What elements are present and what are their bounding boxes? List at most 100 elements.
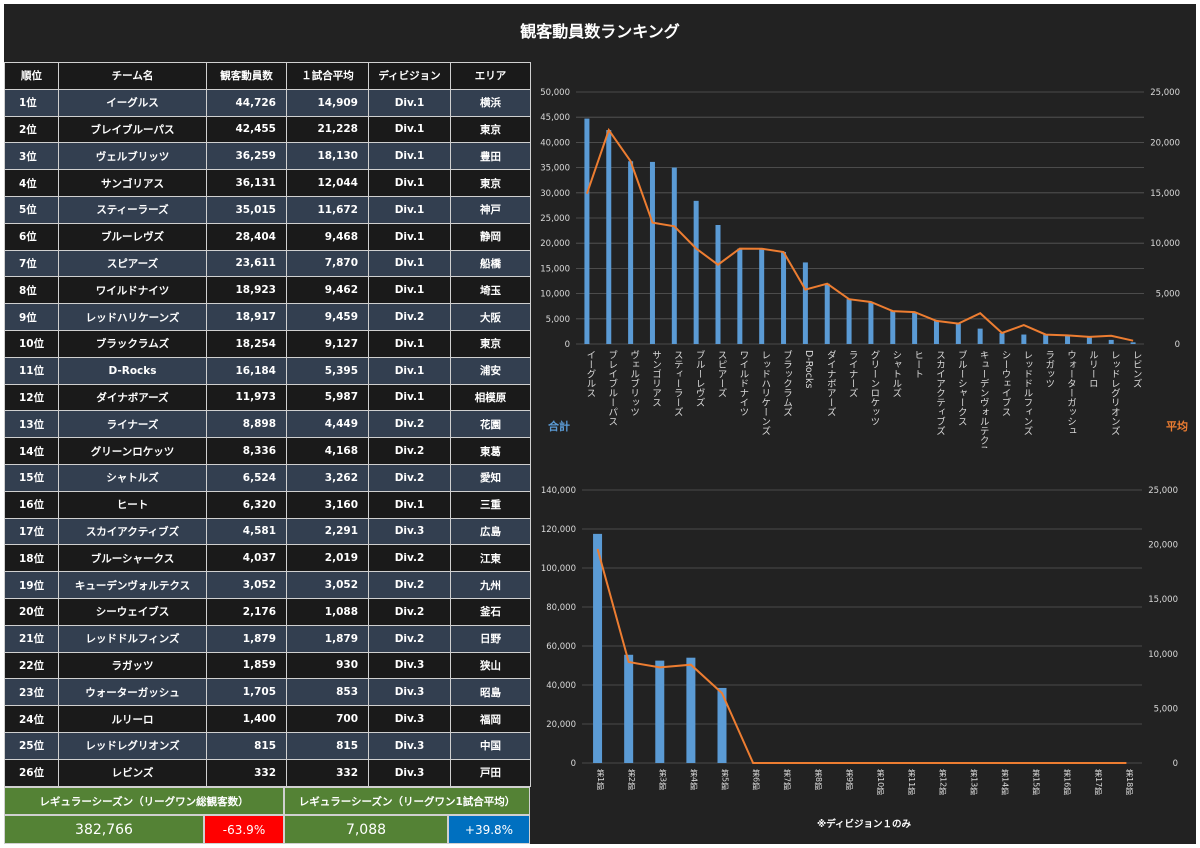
total-attendance-label: レギュラーシーズン（リーグワン総観客数） <box>4 787 284 815</box>
attendance-cell: 3,052 <box>206 571 287 599</box>
x-category-label: ダイナボアーズ <box>825 349 837 416</box>
division-cell: Div.1 <box>368 249 451 278</box>
average-attendance-change: +39.8% <box>448 815 530 844</box>
rank-cell: 6位 <box>4 222 59 251</box>
table-row: 1位 イーグルス 44,726 14,909 Div.1 横浜 <box>4 88 531 117</box>
average-attendance-label: レギュラーシーズン（リーグワン1試合平均） <box>284 787 530 815</box>
column-header: ディビジョン <box>368 62 451 90</box>
table-row: 12位 ダイナボアーズ 11,973 5,987 Div.1 相模原 <box>4 383 531 412</box>
x-category-label: 第11節 <box>907 768 916 796</box>
division-cell: Div.2 <box>368 624 451 653</box>
y2-tick-label: 20,000 <box>1150 138 1180 148</box>
y-tick-label: 10,000 <box>540 290 570 300</box>
division-cell: Div.3 <box>368 758 451 787</box>
table-row: 17位 スカイアクティブズ 4,581 2,291 Div.3 広島 <box>4 517 531 546</box>
team-name-cell: スカイアクティブズ <box>58 517 207 546</box>
x-category-label: スカイアクティブズ <box>934 350 946 436</box>
bar <box>1108 339 1114 344</box>
division-cell: Div.3 <box>368 731 451 760</box>
bar <box>649 161 655 344</box>
y2-tick-label: 5,000 <box>1156 290 1180 300</box>
team-name-cell: イーグルス <box>58 88 207 117</box>
division-cell: Div.2 <box>368 437 451 465</box>
bar <box>1021 334 1027 344</box>
rank-cell: 21位 <box>4 624 59 653</box>
y-tick-label: 40,000 <box>546 681 576 691</box>
division-cell: Div.1 <box>368 88 451 117</box>
bar <box>717 687 727 763</box>
x-category-label: 第3節 <box>658 768 667 791</box>
average-cell: 9,127 <box>286 329 369 358</box>
attendance-cell: 6,524 <box>206 463 287 492</box>
bar <box>693 200 699 344</box>
table-row: 24位 ルリーロ 1,400 700 Div.3 福岡 <box>4 705 531 733</box>
table-row: 13位 ライナーズ 8,898 4,449 Div.2 花園 <box>4 410 531 439</box>
team-name-cell: ダイナボアーズ <box>58 383 207 412</box>
bar <box>890 311 896 344</box>
bar <box>868 301 874 344</box>
rank-cell: 1位 <box>4 88 59 117</box>
x-category-label: レッドハリケーンズ <box>759 350 771 436</box>
rank-cell: 23位 <box>4 678 59 707</box>
team-name-cell: キューデンヴォルテクス <box>58 571 207 599</box>
division-cell: Div.2 <box>368 303 451 331</box>
y-tick-label: 45,000 <box>540 113 570 123</box>
ranking-table: 順位 チーム名 観客動員数 １試合平均 ディビジョン エリア 1位 イーグルス 44,726 1… <box>4 62 531 787</box>
dashboard-frame: 観客動員数ランキング 順位 チーム名 観客動員数 １試合平均 ディビジョン エリア 1位イ… <box>4 4 1196 844</box>
division-cell: Div.1 <box>368 195 451 224</box>
x-category-label: レビンズ <box>1131 350 1143 388</box>
column-header: チーム名 <box>58 62 207 90</box>
table-row: 22位 ラガッツ 1,859 930 Div.3 狭山 <box>4 651 531 680</box>
y-tick-label: 35,000 <box>540 164 570 174</box>
x-category-label: 第8節 <box>814 768 823 791</box>
x-category-label: 第7節 <box>783 768 792 791</box>
area-cell: 東葛 <box>450 437 531 465</box>
table-row: 2位 ブレイブルーパス 42,455 21,228 Div.1 東京 <box>4 115 531 144</box>
bar <box>624 654 634 763</box>
rank-cell: 8位 <box>4 276 59 305</box>
attendance-cell: 42,455 <box>206 115 287 144</box>
area-cell: 船橋 <box>450 249 531 278</box>
column-header: １試合平均 <box>286 62 369 90</box>
attendance-cell: 332 <box>206 758 287 787</box>
attendance-cell: 44,726 <box>206 88 287 117</box>
column-header: 観客動員数 <box>206 62 287 90</box>
average-cell: 9,462 <box>286 276 369 305</box>
team-name-cell: シーウェイブス <box>58 597 207 626</box>
y-tick-label: 50,000 <box>540 88 570 98</box>
table-row: 26位 レビンズ 332 332 Div.3 戸田 <box>4 758 531 787</box>
area-cell: 九州 <box>450 571 531 599</box>
team-name-cell: レビンズ <box>58 758 207 787</box>
area-cell: 東京 <box>450 329 531 358</box>
x-category-label: ブルーレヴズ <box>694 349 706 407</box>
x-category-label: ライナーズ <box>847 350 859 398</box>
average-cell: 2,019 <box>286 544 369 573</box>
team-name-cell: ヴェルブリッツ <box>58 142 207 171</box>
y-tick-label: 120,000 <box>541 525 576 535</box>
area-cell: 静岡 <box>450 222 531 251</box>
area-cell: 愛知 <box>450 463 531 492</box>
x-category-label: スティーラーズ <box>672 350 684 417</box>
division-cell: Div.1 <box>368 356 451 385</box>
division-cell: Div.1 <box>368 383 451 412</box>
attendance-cell: 815 <box>206 731 287 760</box>
x-category-label: ブルーシャークス <box>956 349 968 426</box>
rank-cell: 22位 <box>4 651 59 680</box>
x-category-label: イーグルス <box>584 350 596 398</box>
area-cell: 埼玉 <box>450 276 531 305</box>
attendance-cell: 4,037 <box>206 544 287 573</box>
table-row: 7位 スピアーズ 23,611 7,870 Div.1 船橋 <box>4 249 531 278</box>
division-cell: Div.3 <box>368 678 451 707</box>
rank-cell: 18位 <box>4 544 59 573</box>
team-name-cell: ヒート <box>58 490 207 519</box>
column-header: エリア <box>450 62 531 90</box>
division-cell: Div.2 <box>368 597 451 626</box>
team-name-cell: D-Rocks <box>58 356 207 385</box>
division-cell: Div.1 <box>368 169 451 197</box>
x-category-label: 第15節 <box>1032 768 1041 796</box>
table-header-row: 順位 チーム名 観客動員数 １試合平均 ディビジョン エリア <box>4 62 531 90</box>
bar <box>655 660 665 763</box>
area-cell: 昭島 <box>450 678 531 707</box>
x-category-label: スピアーズ <box>716 350 728 398</box>
y2-tick-label: 5,000 <box>1154 704 1178 714</box>
